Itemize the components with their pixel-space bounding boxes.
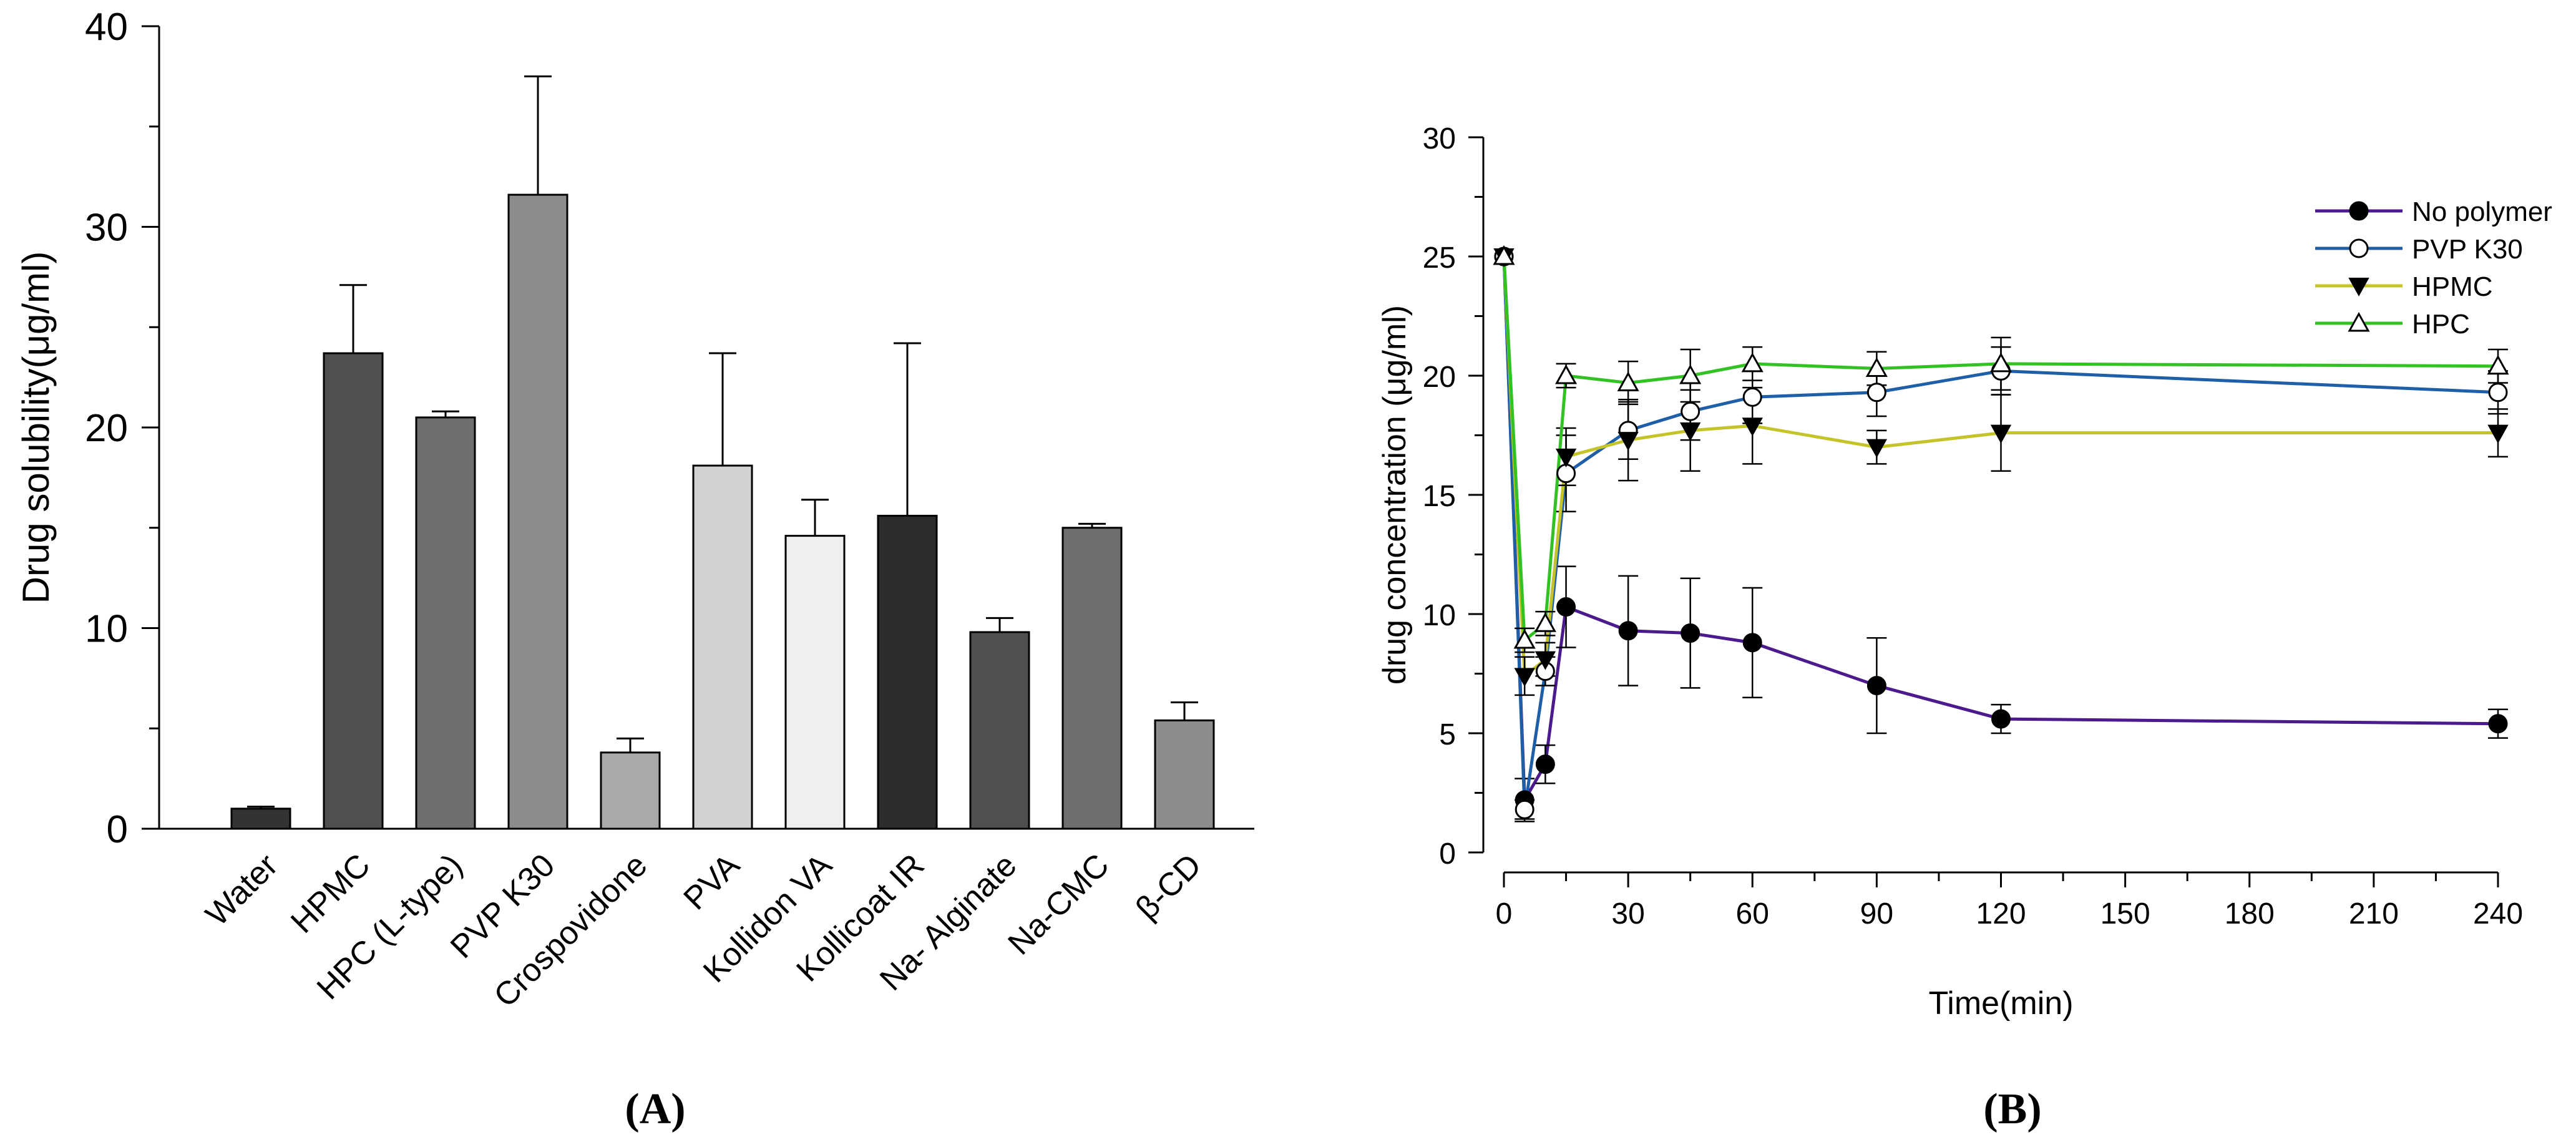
bar [507,193,568,830]
data-point [1989,352,2012,373]
y-tick-label: 10 [1423,599,1456,632]
y-tick-label: 0 [1439,837,1456,871]
data-point [1990,424,2012,444]
legend-marker [2349,238,2369,258]
y-tick-label: 40 [85,6,128,49]
bar [1154,719,1215,830]
y-tick-label: 20 [1423,361,1456,394]
data-point [2488,714,2508,734]
x-axis-label: Time(min) [1928,985,2073,1022]
bar [1061,527,1123,830]
data-point [2487,424,2509,444]
data-point [1681,401,1700,421]
y-axis-label: Drug solubility(μg/ml) [15,251,57,604]
bar [692,464,753,830]
legend-marker [2348,311,2370,332]
legend-label: HPC [2412,309,2470,339]
legend-marker [2348,278,2369,297]
y-axis-label: drug concentration (μg/ml) [1377,305,1413,685]
data-point [1555,448,1577,467]
bar [784,535,846,830]
bar [969,631,1030,830]
panel-b-line-chart: 0 5 10 15 20 25 30 0 30 60 90 120 150 180 210 240 Time(m… [1377,122,2552,1022]
legend-label: HPMC [2412,271,2493,302]
data-point [1741,352,1764,373]
data-point [1618,621,1638,641]
data-point [1865,357,1888,378]
data-point [2488,383,2508,403]
markers-hpmc [1493,248,2509,687]
bar [600,751,661,830]
data-point [1555,364,1578,384]
legend-marker [2349,201,2369,221]
data-point [1535,754,1555,774]
bar [877,514,938,830]
data-point [1617,432,1639,451]
x-tick-label: 120 [1976,897,2026,930]
legend-label: PVP K30 [2412,234,2523,265]
bar [230,808,291,830]
data-point [1514,668,1535,687]
y-tick-label: 20 [85,407,128,450]
y-tick-label: 30 [85,207,128,250]
legend: No polymer PVP K30 HPMC HPC [2315,197,2552,339]
data-point [1679,422,1701,441]
y-tick-label: 30 [1423,122,1456,155]
data-point [1534,651,1556,670]
data-point [1556,597,1576,617]
y-tick-label: 25 [1423,242,1456,275]
y-tick-label: 15 [1423,480,1456,513]
x-tick-label: 60 [1736,897,1769,930]
data-point [1742,387,1762,407]
data-point [1515,799,1534,819]
data-point [1866,383,1886,403]
data-point [1991,709,2011,729]
y-tick-label: 0 [107,808,128,851]
data-point [1493,245,1515,265]
data-point [1617,371,1639,391]
bar [323,352,384,830]
data-point [1742,417,1763,437]
x-tick-label: 150 [2100,897,2150,930]
data-point [1534,612,1556,632]
y-tick-label: 5 [1439,718,1456,751]
data-point [1679,364,1702,384]
x-tick-label: 240 [2473,897,2523,930]
series-line [1502,256,2499,806]
legend-label: No polymer [2412,197,2552,227]
y-tick-label: 10 [85,608,128,651]
series-line [1502,256,2498,680]
x-tick-label: 30 [1611,897,1644,930]
x-tick-label: 180 [2225,897,2275,930]
series-line [1502,256,2499,810]
data-point [1681,623,1700,643]
data-point [1742,633,1762,653]
data-point [1866,439,1888,458]
markers-hpc [1493,245,2509,649]
panel-label-a: (A) [625,1085,685,1133]
x-tick-label: 210 [2349,897,2399,930]
bar [415,416,476,830]
data-point [1513,628,1536,649]
data-point [2487,354,2509,375]
x-tick-label: 0 [1496,897,1513,930]
panel-label-b: (B) [1983,1085,2041,1133]
x-tick-label: 90 [1860,897,1893,930]
data-point [1866,676,1886,696]
